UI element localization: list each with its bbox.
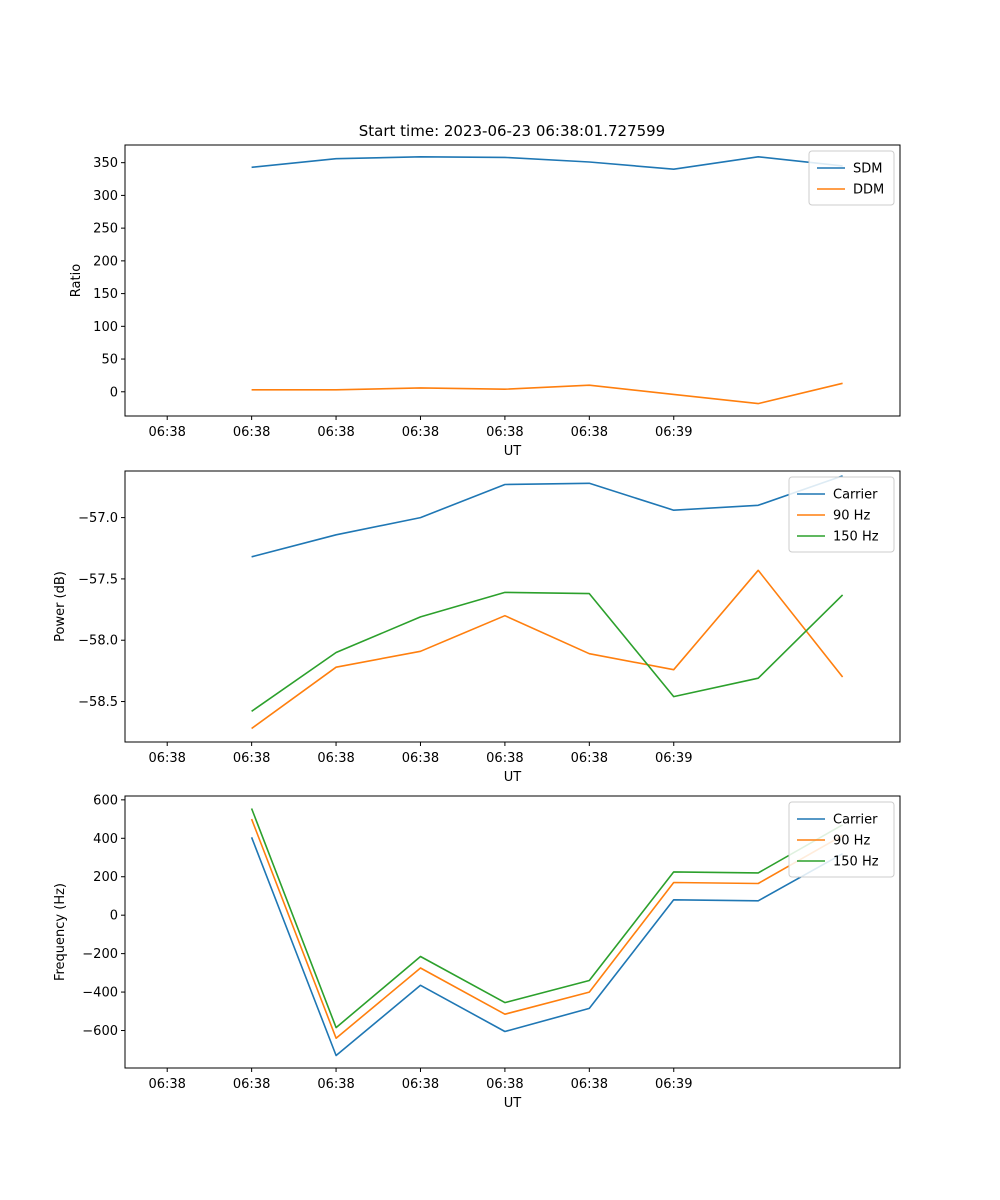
x-tick-label: 06:38 bbox=[148, 1077, 185, 1092]
legend: Carrier 90 Hz 150 Hz bbox=[788, 801, 895, 878]
y-tick-label: −600 bbox=[82, 1024, 118, 1039]
y-tick-label: −57.5 bbox=[78, 572, 118, 587]
legend: Carrier 90 Hz 150 Hz bbox=[788, 476, 895, 553]
series-line-3 bbox=[250, 808, 843, 1029]
legend: SDM DDM bbox=[808, 150, 895, 206]
x-axis-label: UT bbox=[504, 1096, 522, 1111]
x-tick-label: 06:38 bbox=[571, 425, 608, 440]
y-axis-label: Frequency (Hz) bbox=[53, 883, 68, 981]
x-tick-label: 06:38 bbox=[402, 425, 439, 440]
series-line-2 bbox=[251, 569, 844, 730]
y-tick-label: 200 bbox=[93, 870, 118, 885]
axes-frame bbox=[124, 470, 901, 743]
legend-label: 90 Hz bbox=[833, 834, 870, 849]
legend-label: 150 Hz bbox=[833, 530, 879, 545]
x-axis-label: UT bbox=[504, 444, 522, 459]
y-tick-label: −400 bbox=[82, 986, 118, 1001]
y-tick-label: 250 bbox=[93, 222, 118, 237]
y-tick-label: 0 bbox=[110, 909, 118, 924]
legend-box bbox=[808, 150, 895, 206]
y-tick-label: 100 bbox=[93, 320, 118, 335]
legend-label: DDM bbox=[853, 183, 884, 198]
x-tick-label: 06:38 bbox=[317, 425, 354, 440]
y-tick-label: −200 bbox=[82, 947, 118, 962]
x-tick-label: 06:39 bbox=[655, 751, 692, 766]
subplot-3: 06:38 06:38 06:38 06:38 06:38 06:38 06:39 −600 −… bbox=[53, 793, 901, 1111]
y-tick-label: 50 bbox=[101, 353, 118, 368]
subplots: 06:38 06:38 06:38 06:38 06:38 06:38 06:39 0 50 10… bbox=[53, 144, 901, 1111]
y-tick-label: 600 bbox=[93, 793, 118, 808]
legend-box bbox=[788, 801, 895, 878]
y-tick-label: 0 bbox=[110, 385, 118, 400]
subplot-2: 06:38 06:38 06:38 06:38 06:38 06:38 06:39 −58.5… bbox=[53, 470, 901, 785]
y-tick-label: −58.5 bbox=[78, 695, 118, 710]
legend-label: Carrier bbox=[833, 488, 878, 503]
y-tick-label: 150 bbox=[93, 287, 118, 302]
subplot-1: 06:38 06:38 06:38 06:38 06:38 06:38 06:39 0 50 10… bbox=[69, 144, 901, 459]
series-line-2 bbox=[250, 818, 843, 1039]
series-line-1 bbox=[251, 156, 843, 170]
series-line-1 bbox=[251, 475, 843, 558]
x-tick-label: 06:39 bbox=[655, 425, 692, 440]
legend-label: SDM bbox=[853, 162, 882, 177]
y-axis-label: Ratio bbox=[69, 264, 84, 297]
x-tick-label: 06:39 bbox=[655, 1077, 692, 1092]
y-tick-label: 300 bbox=[93, 189, 118, 204]
x-tick-label: 06:38 bbox=[233, 751, 270, 766]
legend-label: Carrier bbox=[833, 813, 878, 828]
x-tick-label: 06:38 bbox=[486, 751, 523, 766]
series-line-2 bbox=[251, 382, 843, 405]
y-tick-label: 400 bbox=[93, 832, 118, 847]
y-tick-label: −57.0 bbox=[78, 511, 118, 526]
x-tick-label: 06:38 bbox=[486, 425, 523, 440]
x-tick-label: 06:38 bbox=[402, 1077, 439, 1092]
series-line-1 bbox=[250, 837, 843, 1057]
x-tick-label: 06:38 bbox=[148, 425, 185, 440]
y-tick-label: −58.0 bbox=[78, 634, 118, 649]
x-tick-label: 06:38 bbox=[571, 751, 608, 766]
x-tick-label: 06:38 bbox=[486, 1077, 523, 1092]
x-axis-label: UT bbox=[504, 770, 522, 785]
x-tick-label: 06:38 bbox=[233, 425, 270, 440]
y-axis-label: Power (dB) bbox=[53, 571, 68, 642]
y-tick-label: 350 bbox=[93, 156, 118, 171]
legend-label: 90 Hz bbox=[833, 509, 870, 524]
x-tick-label: 06:38 bbox=[233, 1077, 270, 1092]
legend-box bbox=[788, 476, 895, 553]
x-tick-label: 06:38 bbox=[571, 1077, 608, 1092]
figure-title: Start time: 2023-06-23 06:38:01.727599 bbox=[359, 122, 665, 140]
legend-label: 150 Hz bbox=[833, 855, 879, 870]
y-tick-label: 200 bbox=[93, 254, 118, 269]
x-tick-label: 06:38 bbox=[317, 751, 354, 766]
series-line-3 bbox=[251, 591, 844, 712]
axes-frame bbox=[124, 144, 901, 417]
axes-frame bbox=[124, 795, 901, 1069]
x-tick-label: 06:38 bbox=[148, 751, 185, 766]
x-tick-label: 06:38 bbox=[317, 1077, 354, 1092]
x-tick-label: 06:38 bbox=[402, 751, 439, 766]
